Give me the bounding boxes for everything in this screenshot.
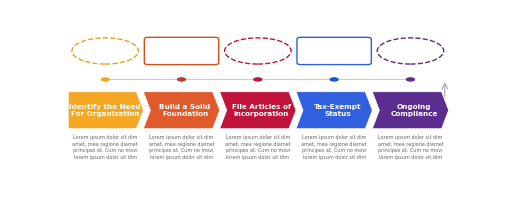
Polygon shape xyxy=(296,92,372,129)
Circle shape xyxy=(254,78,262,81)
Text: File Articles of
Incorporation: File Articles of Incorporation xyxy=(232,104,291,117)
Circle shape xyxy=(178,78,185,81)
Circle shape xyxy=(377,38,444,64)
Circle shape xyxy=(102,78,109,81)
Text: Lorem ipsum dolor sit dim
amet, mea regione diamet
principes at. Cum no movi
lor: Lorem ipsum dolor sit dim amet, mea regi… xyxy=(378,135,443,160)
Text: Lorem ipsum dolor sit dim
amet, mea regione diamet
principes at. Cum no movi
lor: Lorem ipsum dolor sit dim amet, mea regi… xyxy=(72,135,138,160)
Text: Identify the Need
For Organization: Identify the Need For Organization xyxy=(69,104,141,117)
FancyBboxPatch shape xyxy=(144,37,219,65)
Circle shape xyxy=(225,38,291,64)
Polygon shape xyxy=(143,92,220,129)
Text: Lorem ipsum dolor sit dim
amet, mea regione diamet
principes at. Cum no movi
lor: Lorem ipsum dolor sit dim amet, mea regi… xyxy=(225,135,291,160)
Text: Tax-Exempt
Status: Tax-Exempt Status xyxy=(314,104,362,117)
Circle shape xyxy=(407,78,415,81)
Polygon shape xyxy=(220,92,296,129)
Text: Lorem ipsum dolor sit dim
amet, mea regione diamet
principes at. Cum no movi
lor: Lorem ipsum dolor sit dim amet, mea regi… xyxy=(148,135,215,160)
Polygon shape xyxy=(68,92,143,129)
Text: Ongoing
Compliance: Ongoing Compliance xyxy=(390,104,438,117)
Circle shape xyxy=(72,38,138,64)
Text: Build a Solid
Foundation: Build a Solid Foundation xyxy=(160,104,211,117)
FancyBboxPatch shape xyxy=(297,37,371,65)
Polygon shape xyxy=(372,92,448,129)
Circle shape xyxy=(330,78,338,81)
Text: Lorem ipsum dolor sit dim
amet, mea regione diamet
principes at. Cum no movi
lor: Lorem ipsum dolor sit dim amet, mea regi… xyxy=(301,135,367,160)
